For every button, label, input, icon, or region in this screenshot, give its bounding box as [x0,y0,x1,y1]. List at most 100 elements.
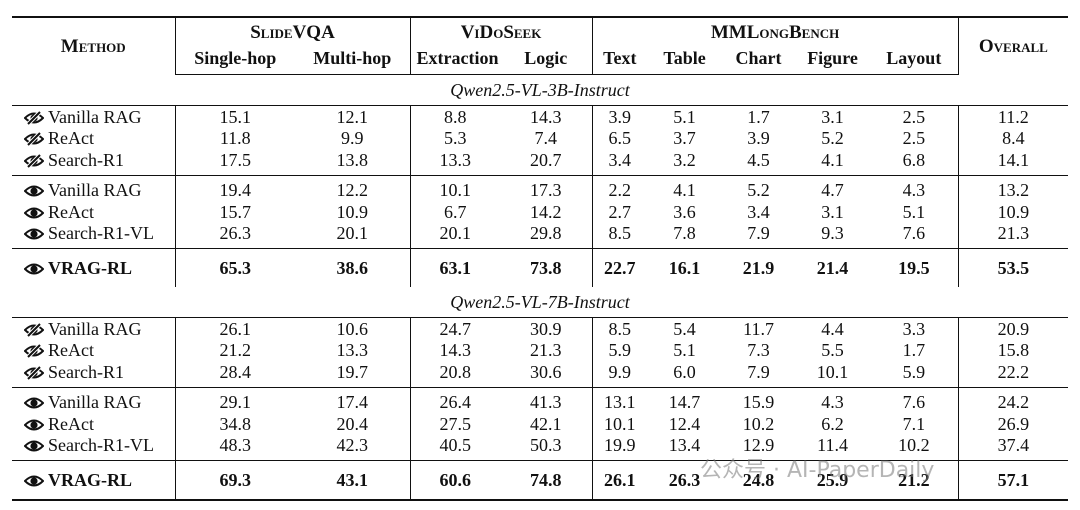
value-cell: 7.9 [747,223,770,244]
value-cell: 30.6 [530,361,562,382]
value-cell: 7.3 [747,340,770,361]
column-header: Text [591,46,648,75]
value-cell: 74.8 [500,460,593,501]
icon-eye-slash [23,153,45,169]
value-cell: 21.2 [174,339,295,361]
overall-cell: 53.5 [957,248,1069,287]
table-row: ReAct 11.8 9.9 5.3 7.4 6.5 3.7 3.9 5.2 2.5 8.4 [12,127,1069,149]
column-header: Extraction [409,46,501,75]
results-table: Method SlideVQA ViDoSeek MMLongBench Overall… [12,16,1069,501]
table-row: ReAct 34.8 20.4 27.5 42.1 10.1 12.4 10.2 6.2 7.1 2… [12,413,1069,435]
overall-cell: 11.2 [957,105,1069,128]
icon-eye [23,440,45,452]
value-cell: 26.1 [174,317,295,340]
value-cell: 40.5 [409,434,501,461]
group-header: ViDoSeek [409,16,593,46]
value-cell: 9.3 [821,223,844,244]
value-cell: 12.9 [742,435,775,456]
value-cell: 3.3 [902,318,926,339]
value-cell: 38.6 [295,248,411,287]
method-cell: ReAct [12,201,175,223]
overall-cell: 13.2 [957,174,1069,201]
value-cell: 12.2 [295,174,411,201]
value-cell: 2.7 [591,201,648,223]
icon-eye [23,419,45,431]
value-cell: 5.9 [902,361,926,382]
value-cell: 13.3 [409,149,501,175]
value-cell: 48.3 [174,434,295,461]
value-cell: 9.9 [341,128,364,149]
value-cell: 2.5 [902,106,926,127]
header-row: Method SlideVQA ViDoSeek MMLongBench Overall [12,16,1069,75]
value-cell: 1.7 [902,340,926,361]
column-header: Single-hop [174,46,295,75]
watermark: 公众号 · AI-PaperDaily [700,458,935,483]
value-cell: 50.3 [530,435,562,456]
icon-eye [23,263,45,275]
value-cell: 65.3 [174,248,295,287]
method-cell: VRAG-RL [12,248,175,287]
table-row: Search-R1 28.4 19.7 20.8 30.6 9.9 6.0 7.9 10.1 5.… [12,361,1069,387]
value-cell: 3.2 [673,149,696,170]
value-cell: 4.3 [795,386,871,413]
value-cell: 10.1 [409,174,501,201]
value-cell: 10.1 [816,361,849,382]
icon-eye [23,397,45,409]
value-cell: 69.3 [174,460,295,501]
value-cell: 10.9 [336,201,369,222]
value-cell: 5.4 [673,318,696,339]
value-cell: 10.2 [898,435,930,456]
header-cell: Method [12,16,175,75]
value-cell: 19.5 [870,248,959,287]
value-cell: 25.9 [795,460,871,501]
icon-eye [23,228,45,240]
section-row: Qwen2.5-VL-7B-Instruct [12,287,1069,318]
overall-cell: 24.2 [957,386,1069,413]
value-cell: 1.7 [747,106,770,127]
value-cell: 15.7 [174,201,295,223]
value-cell: 30.9 [530,318,562,339]
method-cell: Vanilla RAG [12,386,175,413]
column-header: Chart [722,46,796,75]
icon-eye [23,475,45,487]
value-cell: 4.3 [870,174,959,201]
value-cell: 19.4 [174,174,295,201]
section-row: Qwen2.5-VL-3B-Instruct [12,74,1069,106]
value-cell: 63.1 [409,248,501,287]
table-row: Vanilla RAG 29.1 17.4 26.4 41.3 13.1 14.7 15.9 4… [12,386,1069,413]
value-cell: 13.8 [336,149,369,170]
value-cell: 26.3 [174,222,295,249]
value-cell: 4.1 [647,174,723,201]
icon-eye-slash [23,343,45,359]
value-cell: 28.4 [174,361,295,387]
table-body: Qwen2.5-VL-3B-Instruct Vanilla RAG 15.1 12.… [12,74,1069,501]
section-title: Qwen2.5-VL-3B-Instruct [12,74,1069,106]
value-cell: 5.3 [409,127,501,149]
overall-cell: 26.9 [957,413,1069,435]
value-cell: 24.8 [722,460,796,501]
value-cell: 20.7 [530,149,562,170]
table-row: VRAG-RL 69.3 43.1 60.6 74.8 26.1 26.3 24.8 25.9 2… [12,460,1069,501]
value-cell: 24.7 [409,317,501,340]
value-cell: 5.1 [902,201,926,222]
value-cell: 26.4 [409,386,501,413]
value-cell: 12.4 [668,413,701,434]
value-cell: 5.2 [821,128,844,149]
value-cell: 3.6 [673,201,696,222]
value-cell: 3.9 [747,128,770,149]
value-cell: 19.9 [591,434,648,461]
value-cell: 42.1 [530,413,562,434]
group-header: MMLongBench [591,16,959,46]
method-cell: Vanilla RAG [12,106,175,128]
overall-cell: 15.8 [957,339,1069,361]
method-cell: VRAG-RL [12,460,175,501]
column-header: Figure [795,46,871,75]
method-name: Vanilla RAG [48,106,142,127]
method-name: VRAG-RL [48,470,132,490]
table-row: Vanilla RAG 26.1 10.6 24.7 30.9 8.5 5.4 11.7 4.4… [12,317,1069,340]
method-name: Search-R1 [48,361,124,382]
method-name: ReAct [48,413,94,434]
value-cell: 20.1 [409,222,501,249]
value-cell: 17.4 [295,386,411,413]
